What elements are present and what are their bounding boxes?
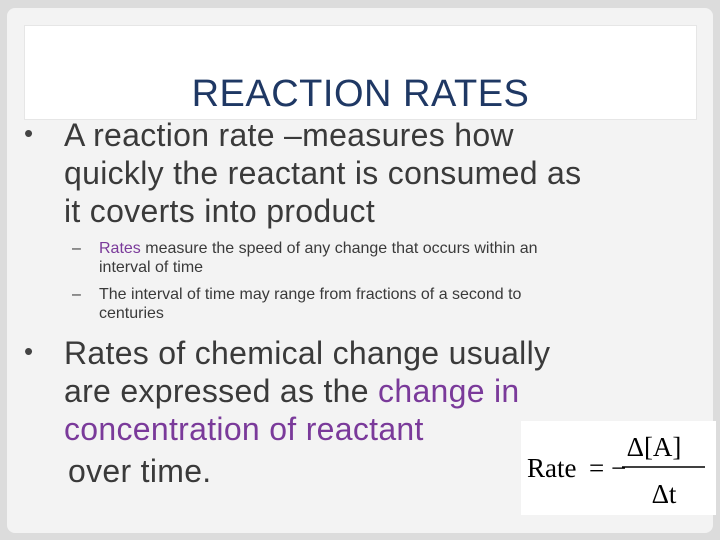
bullet-2-line-2-start: are expressed as the xyxy=(64,373,379,409)
bullet-1-line-2: quickly the reactant is consumed as xyxy=(64,155,582,191)
formula-equals: = − xyxy=(589,453,626,483)
highlight-change-in: change in xyxy=(378,373,520,409)
sub-bullet-1: – Rates measure the speed of any change … xyxy=(72,239,672,277)
sub-bullet-1-rest: measure the speed of any change that occ… xyxy=(140,240,538,257)
title-box: REACTION RATES xyxy=(24,25,697,120)
rate-formula: Rate = − Δ[A] Δt xyxy=(521,421,716,515)
bullet-marker: • xyxy=(24,118,34,148)
bullet-2-line-2: are expressed as the change in xyxy=(64,372,684,410)
sub-bullet-2-line-2: centuries xyxy=(99,305,164,322)
dash-marker: – xyxy=(72,286,81,303)
bullet-marker: • xyxy=(24,336,34,366)
sub-bullet-2-line-1: The interval of time may range from frac… xyxy=(99,286,522,303)
sub-bullet-1-line-2: interval of time xyxy=(99,259,204,276)
formula-numerator: Δ[A] xyxy=(627,432,682,462)
dash-marker: – xyxy=(72,240,81,257)
slide-title: REACTION RATES xyxy=(191,73,530,115)
bullet-2-line-4: over time. xyxy=(68,453,212,489)
bullet-1: • A reaction rate –measures how quickly … xyxy=(24,116,684,230)
sub-bullet-2: – The interval of time may range from fr… xyxy=(72,285,672,323)
sub-bullet-1-line-1: Rates measure the speed of any change th… xyxy=(99,239,672,258)
bullet-2-line-1: Rates of chemical change usually xyxy=(64,335,551,371)
bullet-2: • Rates of chemical change usually are e… xyxy=(24,334,684,490)
bullet-1-line-3: it coverts into product xyxy=(64,193,376,229)
bullet-2-line-3: concentration of reactant xyxy=(64,411,424,447)
formula-denominator: Δt xyxy=(652,479,677,509)
bullet-1-line-1: A reaction rate –measures how xyxy=(64,117,514,153)
highlight-rates: Rates xyxy=(99,240,141,257)
formula-lhs: Rate xyxy=(527,453,576,483)
